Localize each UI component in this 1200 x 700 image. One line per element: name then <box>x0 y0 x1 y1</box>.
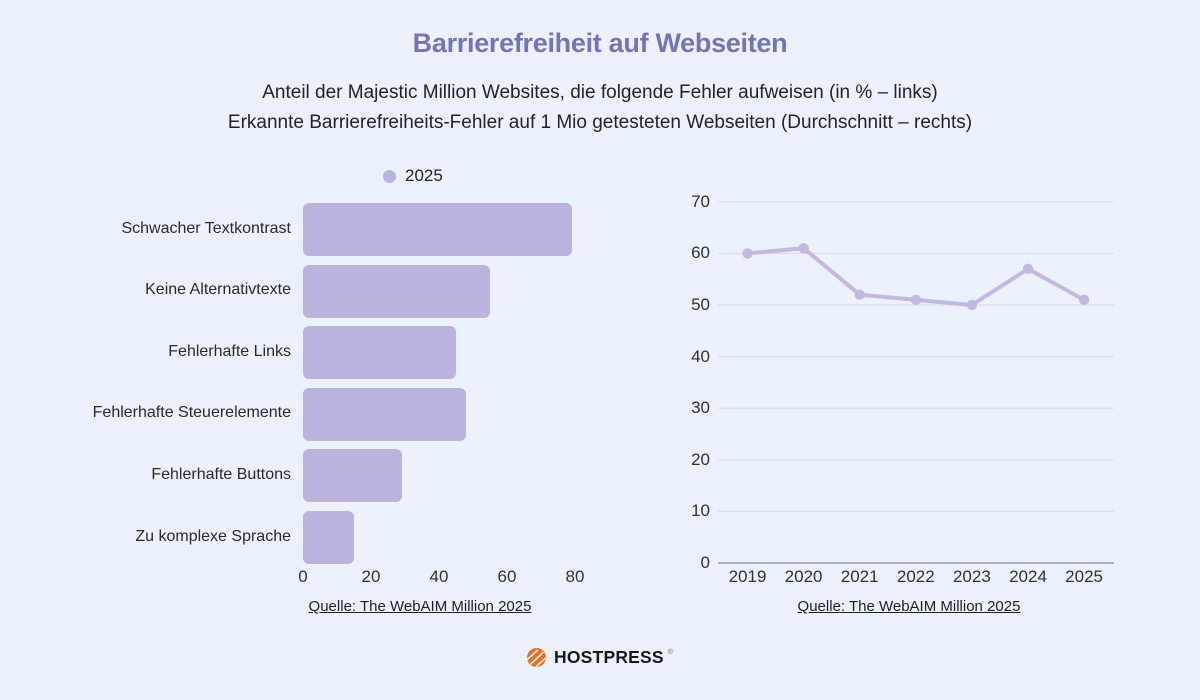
footer-logo: HOSTPRESS ® <box>0 646 1200 669</box>
bar-3 <box>303 387 467 441</box>
x-axis-year-label: 2022 <box>896 567 935 586</box>
bar-category-label: Fehlerhafte Steuerelemente <box>92 404 291 422</box>
data-point-2025 <box>1078 294 1090 306</box>
x-axis-year-label: 2024 <box>1009 567 1047 586</box>
bar-category-label: Schwacher Textkontrast <box>121 219 291 237</box>
y-axis-tick-label: 30 <box>691 398 710 418</box>
subtitle-line-1: Anteil der Majestic Million Websites, di… <box>262 82 938 103</box>
bar-category-label: Fehlerhafte Buttons <box>151 465 291 483</box>
y-axis-tick-label: 10 <box>691 501 710 521</box>
bar-category-label: Fehlerhafte Links <box>168 342 291 360</box>
bar-category-label: Keine Alternativtexte <box>145 281 291 299</box>
x-axis-year-label: 2023 <box>952 567 991 586</box>
legend-swatch-icon <box>383 169 396 183</box>
subtitle-line-2: Erkannte Barrierefreiheits-Fehler auf 1 … <box>227 112 973 133</box>
y-axis-tick-label: 60 <box>691 243 710 263</box>
registered-trademark: ® <box>667 649 673 656</box>
x-axis-year-label: 2019 <box>728 567 767 586</box>
y-axis-tick-label: 70 <box>691 191 710 211</box>
bar-chart-legend: 2025 <box>383 166 443 186</box>
x-axis-tick-label: 60 <box>497 567 517 586</box>
y-axis-tick-label: 50 <box>691 295 710 314</box>
data-point-2024 <box>1022 263 1034 275</box>
data-point-2022 <box>910 294 921 306</box>
source-link-right[interactable]: Quelle: The WebAIM Million 2025 <box>797 598 1021 615</box>
data-point-2021 <box>854 289 865 300</box>
x-axis-year-label: 2021 <box>840 567 879 586</box>
x-axis-tick-label: 80 <box>565 567 585 586</box>
hostpress-logo-icon <box>527 648 547 667</box>
bar-4 <box>303 449 402 503</box>
x-axis-tick-label: 20 <box>361 567 381 586</box>
bar-category-label: Zu komplexe Sprache <box>135 527 291 545</box>
page-title: Barrierefreiheit auf Webseiten <box>412 28 788 58</box>
x-axis-tick-label: 0 <box>298 567 308 586</box>
data-point-2020 <box>798 243 809 254</box>
y-axis-tick-label: 40 <box>691 346 710 366</box>
bar-1 <box>303 264 490 318</box>
data-point-2019 <box>742 248 753 259</box>
trend-line <box>745 246 1087 307</box>
bar-2 <box>303 326 456 380</box>
legend-label: 2025 <box>405 166 443 185</box>
source-link-left[interactable]: Quelle: The WebAIM Million 2025 <box>308 598 532 615</box>
data-point-2023 <box>966 299 978 311</box>
brand-name: HOSTPRESS <box>554 647 664 667</box>
x-axis-year-label: 2025 <box>1065 567 1103 586</box>
y-axis-tick-label: 0 <box>700 553 710 572</box>
x-axis-tick-label: 40 <box>429 567 449 586</box>
x-axis-year-label: 2020 <box>784 567 823 586</box>
bar-0 <box>303 203 572 256</box>
bar-5 <box>303 511 354 564</box>
y-axis-tick-label: 20 <box>691 449 710 469</box>
